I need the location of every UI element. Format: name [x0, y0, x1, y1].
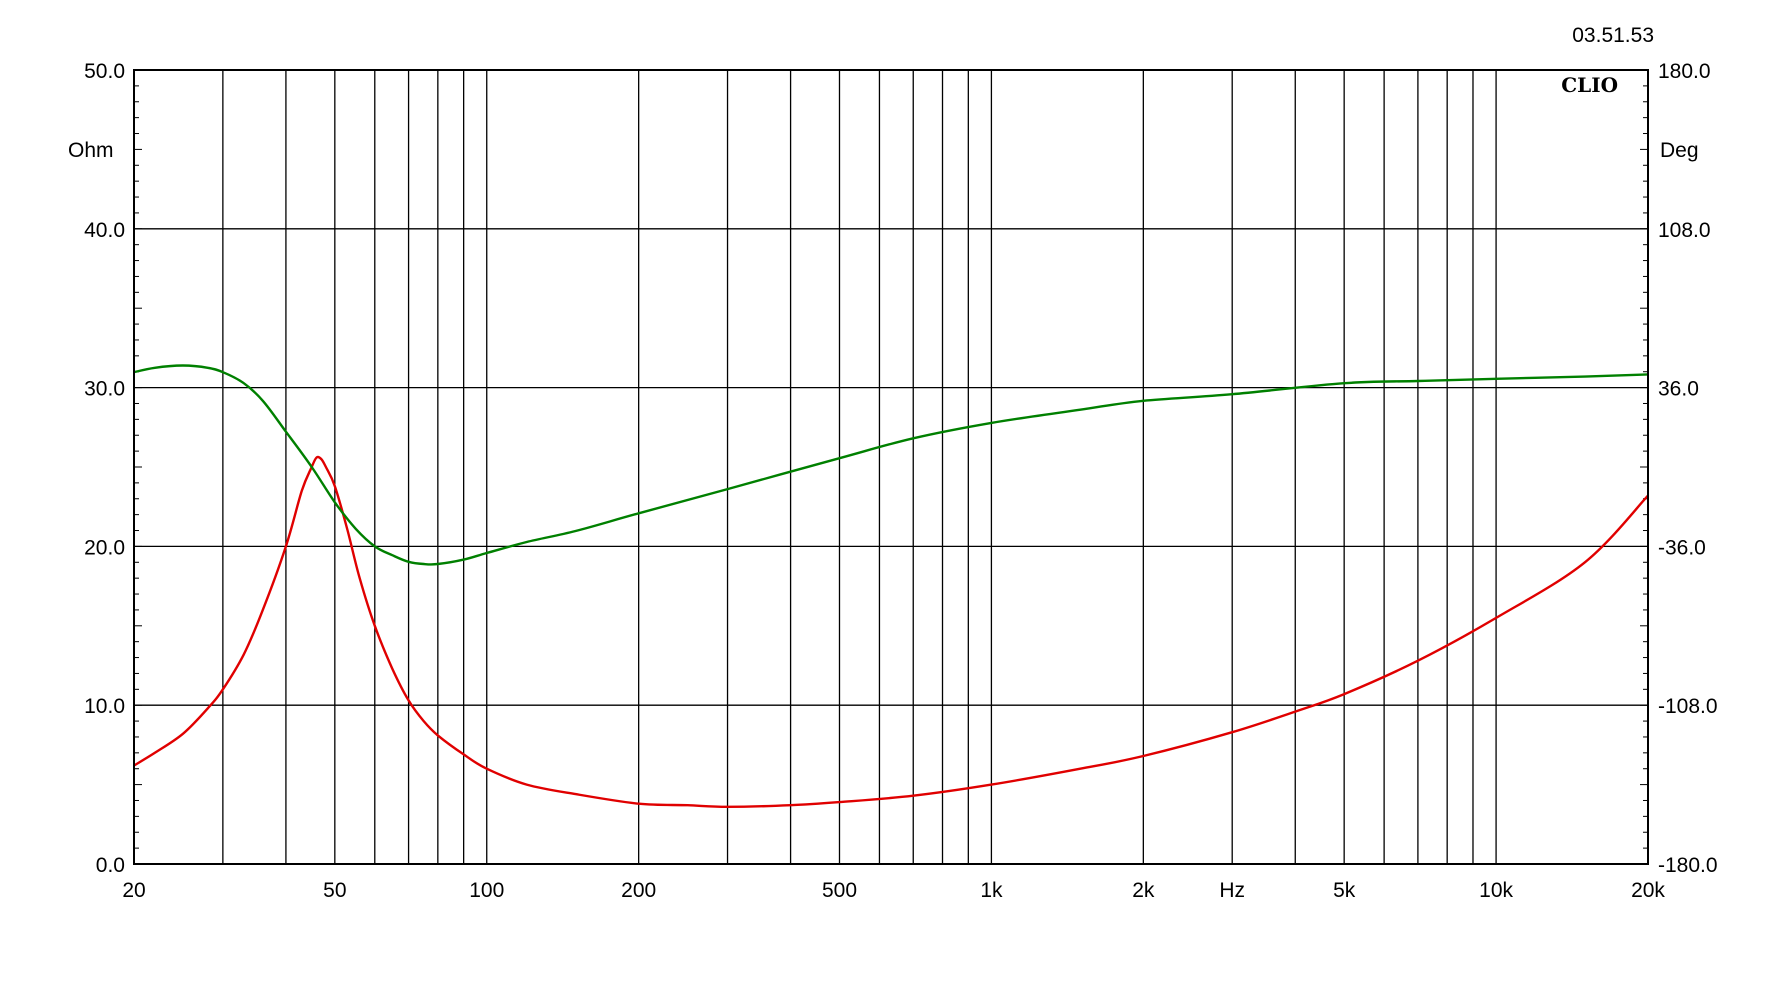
left-tick-label: 40.0: [84, 219, 125, 242]
x-tick-label: 100: [469, 879, 504, 902]
x-tick-label: 20: [122, 879, 145, 902]
right-axis-ticks: -180.0 -108.0 -36.0 36.0 108.0 180.0: [1658, 60, 1718, 877]
right-axis-unit: Deg: [1660, 139, 1699, 162]
impedance-curve: [133, 455, 1649, 809]
left-tick-label: 0.0: [96, 854, 125, 877]
x-tick-label: 5k: [1333, 879, 1356, 902]
x-axis-unit: Hz: [1219, 879, 1245, 902]
timestamp: 03.51.53: [1572, 24, 1654, 47]
x-tick-label: 20k: [1631, 879, 1665, 902]
x-tick-label: 10k: [1479, 879, 1513, 902]
right-tick-label: 36.0: [1658, 378, 1699, 401]
plot-frame: [133, 69, 1649, 865]
x-tick-label: 200: [621, 879, 656, 902]
left-tick-label: 50.0: [84, 60, 125, 83]
right-tick-label: -180.0: [1658, 854, 1718, 877]
clio-logo: CLIO: [1561, 73, 1618, 97]
right-tick-label: 108.0: [1658, 219, 1711, 242]
right-tick-label: -108.0: [1658, 695, 1718, 718]
x-tick-label: 2k: [1132, 879, 1155, 902]
curves: [133, 364, 1649, 809]
grid: [134, 69, 1648, 865]
left-tick-label: 10.0: [84, 695, 125, 718]
right-tick-label: -36.0: [1658, 536, 1706, 559]
x-axis-ticks: 20 50 100 200 500 1k 2k 5k 10k 20k: [122, 879, 1665, 902]
x-tick-label: 1k: [980, 879, 1003, 902]
right-tick-label: 180.0: [1658, 60, 1711, 83]
left-tick-label: 30.0: [84, 378, 125, 401]
left-tick-label: 20.0: [84, 536, 125, 559]
phase-curve: [133, 364, 1649, 566]
left-axis-ticks: 0.0 10.0 20.0 30.0 40.0 50.0: [84, 60, 125, 877]
x-tick-label: 50: [323, 879, 346, 902]
x-tick-label: 500: [822, 879, 857, 902]
left-axis-unit: Ohm: [68, 139, 114, 162]
